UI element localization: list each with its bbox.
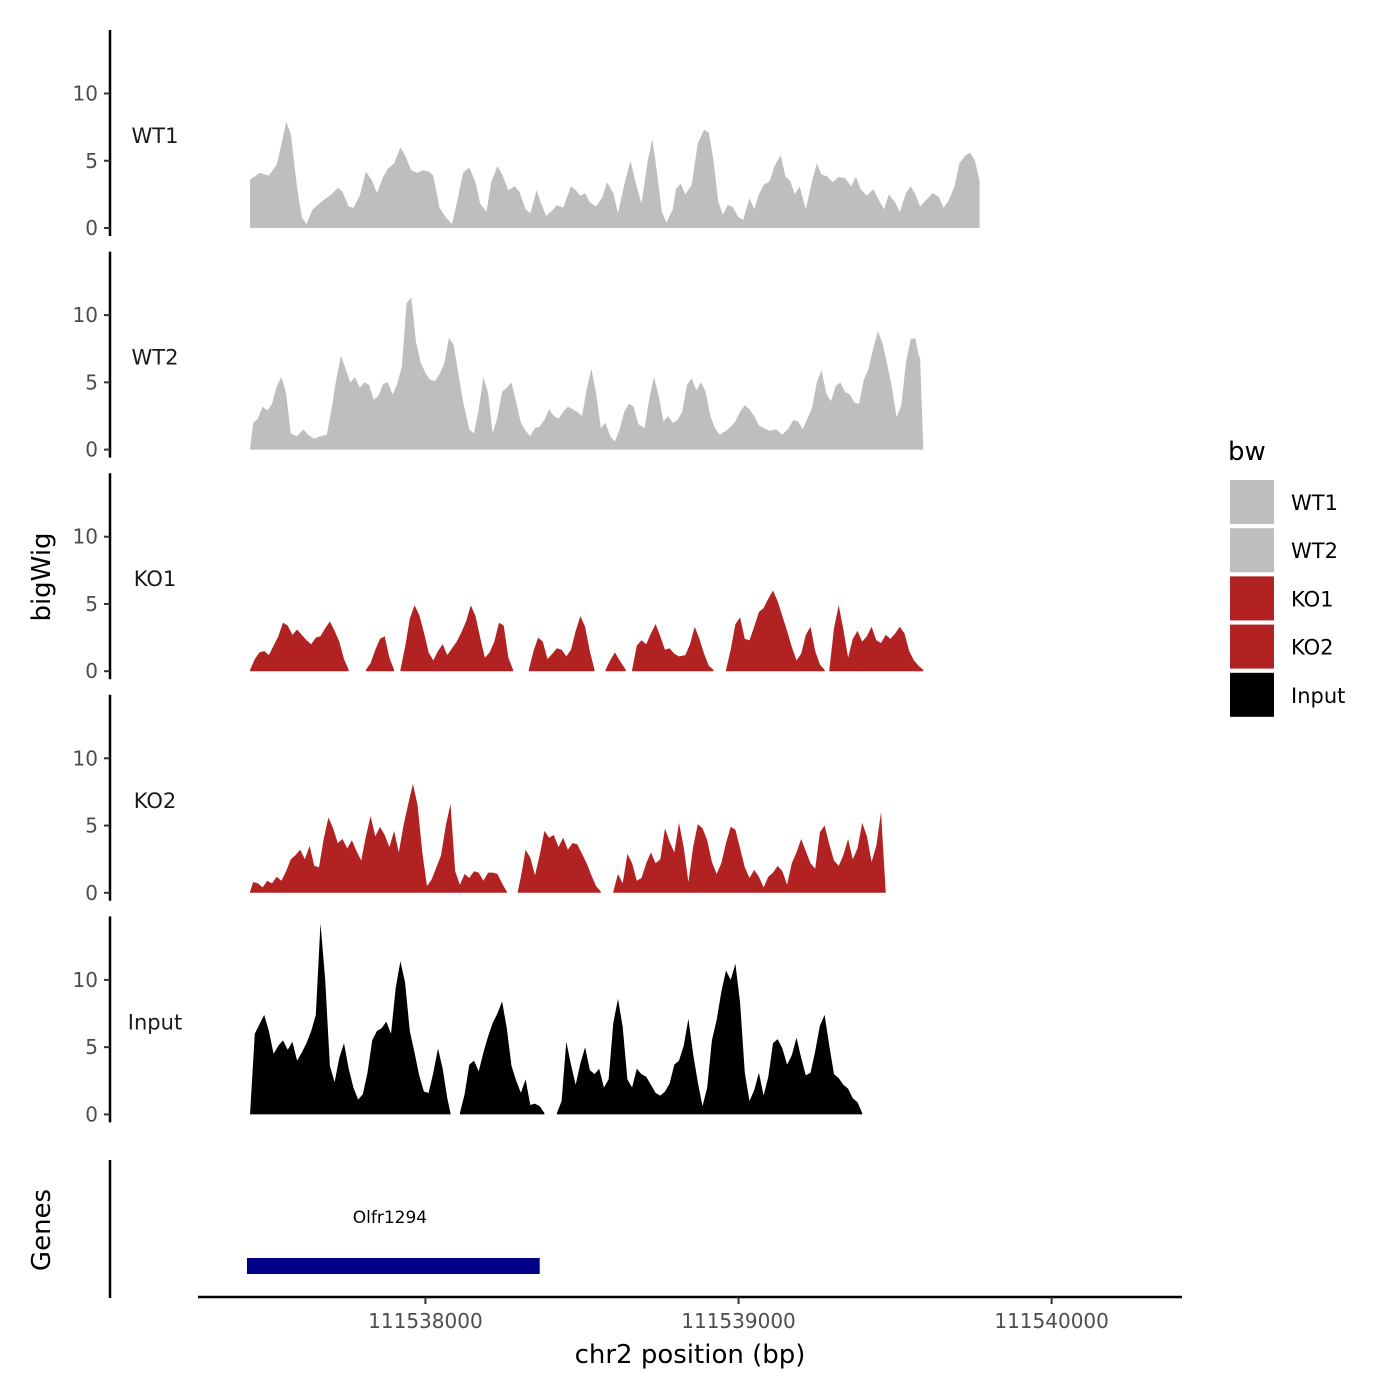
legend-label-ko2: KO2 bbox=[1291, 636, 1334, 660]
coverage-area-ko1 bbox=[365, 636, 395, 672]
y-tick-label: 10 bbox=[73, 303, 98, 327]
coverage-area-input bbox=[556, 963, 863, 1115]
y-tick-label: 10 bbox=[73, 82, 98, 106]
x-axis-title: chr2 position (bp) bbox=[575, 1340, 806, 1370]
legend-label-ko1: KO1 bbox=[1291, 587, 1334, 611]
coverage-area-ko1 bbox=[829, 605, 924, 672]
y-tick-label: 10 bbox=[73, 746, 98, 770]
legend-label-wt1: WT1 bbox=[1291, 491, 1338, 515]
y-tick-label: 5 bbox=[85, 592, 98, 616]
track-input: 0 5 10 Input bbox=[73, 916, 863, 1126]
legend-label-input: Input bbox=[1291, 684, 1345, 708]
coverage-area-ko2 bbox=[250, 783, 507, 893]
legend-swatch-ko2 bbox=[1230, 624, 1274, 669]
y-tick-label: 5 bbox=[85, 814, 98, 838]
coverage-area-ko2 bbox=[613, 812, 886, 893]
gene-label: Olfr1294 bbox=[353, 1208, 427, 1228]
legend-swatch-ko1 bbox=[1230, 576, 1274, 621]
x-tick-label: 111540000 bbox=[994, 1309, 1109, 1333]
y-tick-label: 0 bbox=[85, 881, 98, 905]
y-tick-label: 0 bbox=[85, 216, 98, 240]
y-tick-label: 5 bbox=[85, 370, 98, 394]
track-label-input: Input bbox=[128, 1010, 182, 1034]
x-tick-label: 111538000 bbox=[368, 1309, 483, 1333]
legend-swatch-input bbox=[1230, 672, 1274, 717]
genes-axis-title: Genes bbox=[27, 1189, 57, 1271]
coverage-area-ko2 bbox=[517, 830, 601, 893]
track-label-wt2: WT2 bbox=[132, 346, 179, 370]
legend-swatch-wt1 bbox=[1230, 480, 1274, 524]
coverage-area-ko1 bbox=[632, 624, 714, 672]
genes-panel: Olfr1294 bbox=[108, 1160, 540, 1298]
coverage-area-ko1 bbox=[605, 652, 626, 672]
track-label-wt1: WT1 bbox=[132, 124, 179, 148]
coverage-area-ko1 bbox=[400, 605, 514, 672]
track-label-ko1: KO1 bbox=[134, 567, 177, 591]
coverage-area-input bbox=[250, 923, 451, 1115]
legend-title: bw bbox=[1228, 437, 1266, 467]
y-tick-label: 5 bbox=[85, 1035, 98, 1059]
coverage-area-ko1 bbox=[528, 616, 595, 672]
x-tick-label: 111539000 bbox=[681, 1309, 796, 1333]
y-tick-label: 10 bbox=[73, 525, 98, 549]
coverage-area-input bbox=[459, 1001, 545, 1115]
track-ko1: 0 5 10 KO1 bbox=[73, 473, 924, 683]
legend-label-wt2: WT2 bbox=[1291, 539, 1338, 563]
y-tick-label: 0 bbox=[85, 659, 98, 683]
y-tick-label: 0 bbox=[85, 438, 98, 462]
coverage-area-ko1 bbox=[726, 590, 825, 672]
coverage-area-wt1 bbox=[250, 121, 980, 228]
tracks-panel: 0 5 10 WT1 0 5 10 WT2 0 5 10 KO1 0 5 10 KO2 0 5 10 Input bbox=[73, 30, 980, 1126]
y-tick-label: 0 bbox=[85, 1102, 98, 1126]
legend: bw WT1 WT2 KO1 KO2 Input bbox=[1228, 437, 1345, 717]
legend-swatch-wt2 bbox=[1230, 528, 1274, 573]
y-tick-label: 5 bbox=[85, 149, 98, 173]
coverage-area-ko1 bbox=[250, 621, 349, 672]
track-label-ko2: KO2 bbox=[134, 789, 177, 813]
track-wt2: 0 5 10 WT2 bbox=[73, 251, 924, 462]
x-axis: 111538000 111539000 111540000 bbox=[198, 1295, 1182, 1333]
y-tick-label: 10 bbox=[73, 968, 98, 992]
track-wt1: 0 5 10 WT1 bbox=[73, 30, 980, 240]
gene-body bbox=[246, 1258, 540, 1274]
y-axis-title: bigWig bbox=[27, 532, 57, 621]
track-ko2: 0 5 10 KO2 bbox=[73, 694, 886, 905]
coverage-area-wt2 bbox=[250, 297, 924, 450]
